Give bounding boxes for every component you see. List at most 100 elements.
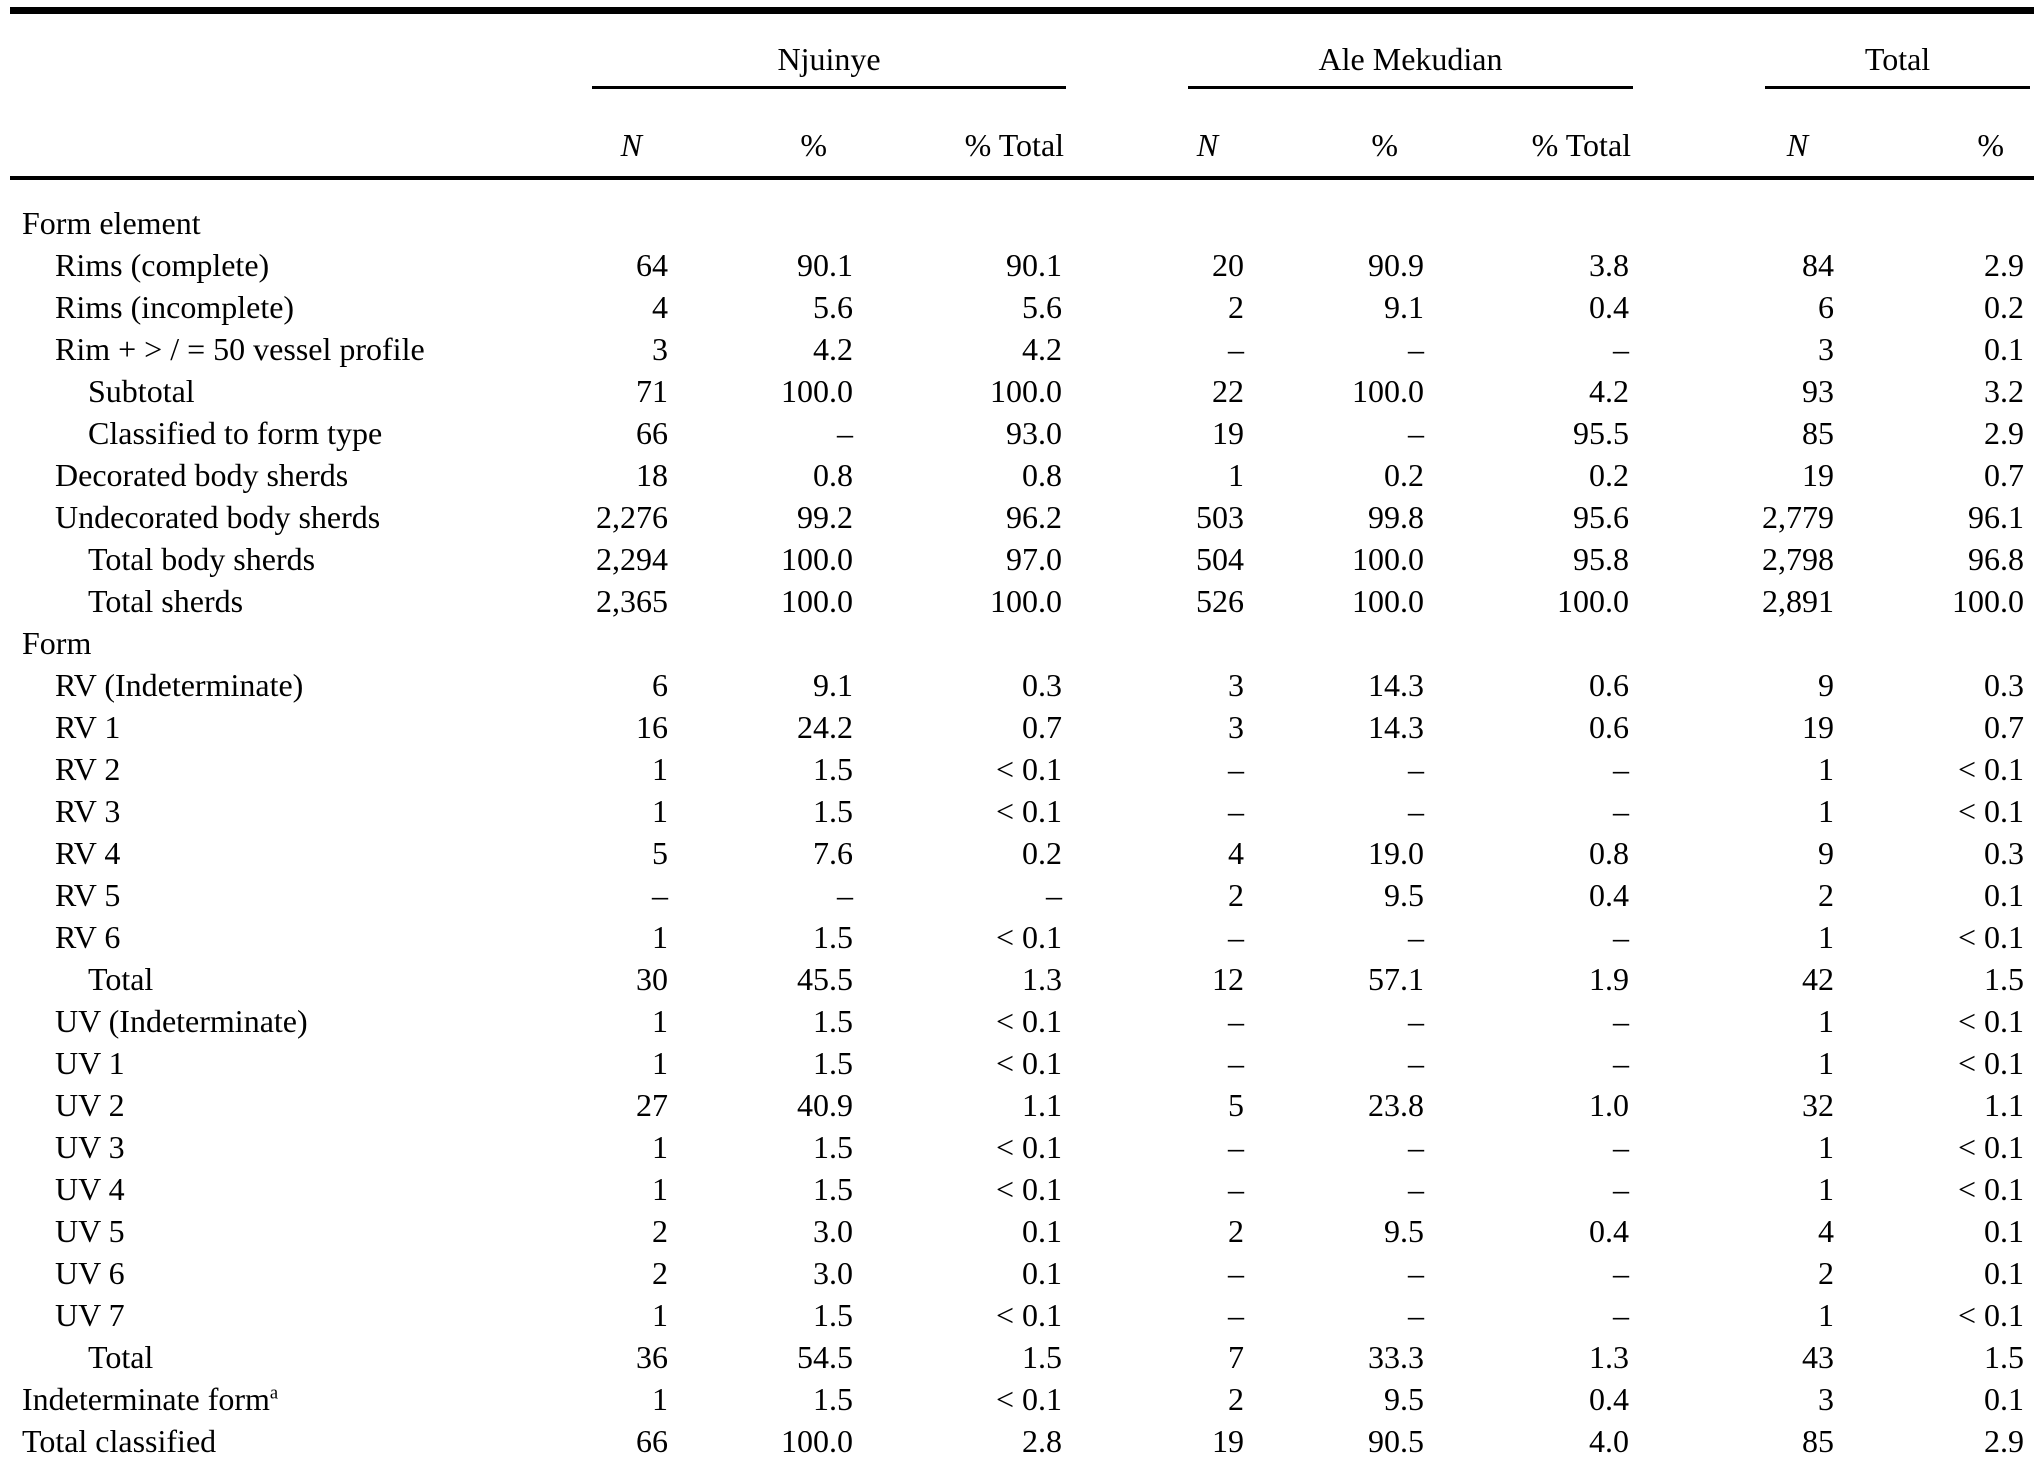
cell-njuinye-n: 1	[652, 1044, 668, 1081]
cell-njuinye-pct: 54.5	[797, 1338, 853, 1375]
cell-ale-n: 1	[1228, 456, 1245, 493]
row-label: Total body sherds	[10, 538, 444, 580]
cell-ale-pct-total: 0.4	[1589, 1212, 1630, 1249]
cell-njuinye-n: 64	[636, 246, 668, 283]
cell-njuinye-pct: 90.1	[797, 246, 853, 283]
cell-njuinye-pct-total: 0.1	[1022, 1254, 1063, 1291]
cell-total-n: 85	[1802, 1422, 1835, 1459]
cell-total-n: 2	[1818, 876, 1835, 913]
cell-ale-n: 503	[1196, 498, 1245, 535]
sherd-frequency-table: Njuinye Ale Mekudian Total N % % Total N…	[10, 7, 2034, 1471]
cell-njuinye-pct-total: < 0.1	[995, 1296, 1063, 1333]
cell-njuinye-n: 5	[652, 834, 668, 871]
table-row: UV 4 1 1.5 < 0.1 – – – 1 < 0.1	[10, 1168, 2034, 1210]
cell-njuinye-n: 4	[652, 288, 668, 325]
cell-njuinye-pct: 1.5	[813, 1044, 853, 1081]
cell-njuinye-pct-total: 0.2	[1022, 834, 1063, 871]
cell-njuinye-pct: 9.1	[813, 666, 853, 703]
cell-ale-pct-total: 4.2	[1589, 372, 1630, 409]
cell-njuinye-n: 36	[636, 1338, 668, 1375]
row-label-text: RV 1	[55, 708, 121, 745]
cell-njuinye-pct-total: < 0.1	[995, 918, 1063, 955]
cell-ale-pct: –	[1248, 1462, 1428, 1471]
cell-njuinye-pct-total: 0.8	[1022, 456, 1063, 493]
cell-ale-pct: 100.0	[1352, 582, 1425, 619]
cell-njuinye-n: 18	[636, 456, 668, 493]
row-label: UV 7	[10, 1294, 444, 1336]
row-label: UV 3	[10, 1126, 444, 1168]
cell-ale-pct-total: 0.6	[1589, 708, 1630, 745]
row-label: UV 2	[10, 1084, 444, 1126]
row-label-text: Subtotal	[88, 372, 195, 409]
row-label-text: Total sherds	[88, 582, 244, 619]
cell-ale-pct: 14.3	[1368, 708, 1425, 745]
cell-total-n: 84	[1802, 246, 1835, 283]
row-label-text: Form	[22, 624, 92, 661]
table-row: UV (Indeterminate) 1 1.5 < 0.1 – – – 1 <…	[10, 1000, 2034, 1042]
cell-total-n: 3	[1818, 1380, 1835, 1417]
cell-njuinye-n: 1	[652, 750, 668, 787]
group-cell-total: Total	[1633, 11, 2034, 89]
cell-njuinye-pct-total: 5.6	[1022, 288, 1063, 325]
cell-total-n: 9	[1818, 666, 1835, 703]
cell-total-n: 1	[1818, 1296, 1835, 1333]
table-row: RV 5 – – – 2 9.5 0.4 2 0.1	[10, 874, 2034, 916]
row-label: UV (Indeterminate)	[10, 1000, 444, 1042]
row-label: Rims (incomplete)	[10, 286, 444, 328]
cell-total-n: 2,779	[1762, 498, 1835, 535]
row-label-text: UV 4	[55, 1170, 125, 1207]
cell-njuinye-pct-total	[857, 178, 1066, 244]
cell-ale-pct-total: 100.0	[1428, 1462, 1633, 1471]
cell-ale-pct: 90.9	[1368, 246, 1425, 283]
cell-njuinye-pct-total: 96.2	[1006, 498, 1063, 535]
cell-njuinye-n: 6	[652, 666, 668, 703]
row-label-text: Form element	[22, 204, 201, 241]
group-header-total: Total	[1765, 41, 2031, 89]
cell-ale-n: 2	[1228, 288, 1245, 325]
cell-ale-n: 4	[1228, 834, 1245, 871]
cell-ale-pct-total: 4.0	[1589, 1422, 1630, 1459]
cell-ale-n	[1066, 178, 1248, 244]
cell-njuinye-pct: –	[837, 414, 853, 451]
cell-njuinye-n	[444, 178, 672, 244]
table-row: Undecorated body sherds 2,276 99.2 96.2 …	[10, 496, 2034, 538]
cell-ale-n: 2	[1228, 1380, 1245, 1417]
cell-total-pct: < 0.1	[1958, 1044, 2025, 1081]
row-label-text: RV (Indeterminate)	[55, 666, 304, 703]
cell-ale-n: 2	[1228, 876, 1245, 913]
cell-ale-pct: –	[1408, 1044, 1425, 1081]
row-label-text: Total	[88, 1338, 154, 1375]
cell-total-pct: < 0.1	[1958, 1296, 2025, 1333]
cell-total-pct: 2.9	[1984, 414, 2025, 451]
cell-ale-pct-total: –	[1613, 1002, 1630, 1039]
table-row: Decorated body sherds 18 0.8 0.8 1 0.2 0…	[10, 454, 2034, 496]
cell-ale-pct-total	[1428, 178, 1633, 244]
cell-ale-pct-total: 0.6	[1589, 666, 1630, 703]
group-cell-njuinye: Njuinye	[444, 11, 1067, 89]
cell-ale-pct-total: 1.3	[1589, 1338, 1630, 1375]
cell-total-pct: 100.0	[1952, 582, 2025, 619]
row-label-text: Undecorated body sherds	[55, 498, 381, 535]
cell-njuinye-pct: 100.0	[781, 372, 853, 409]
table-row: UV 7 1 1.5 < 0.1 – – – 1 < 0.1	[10, 1294, 2034, 1336]
cell-njuinye-n	[444, 622, 672, 664]
cell-total-n: 2,798	[1762, 540, 1835, 577]
cell-njuinye-pct-total: 0.1	[1022, 1212, 1063, 1249]
row-label-text: Total sherds	[22, 1465, 177, 1471]
stub-cell	[10, 89, 444, 180]
cell-ale-n: 19	[1212, 414, 1245, 451]
cell-ale-n: 12	[1212, 960, 1245, 997]
cell-ale-pct: –	[1408, 414, 1425, 451]
cell-ale-n: –	[1228, 1296, 1245, 1333]
group-cell-ale-mekudian: Ale Mekudian	[1066, 11, 1634, 89]
cell-njuinye-pct-total: 97.0	[1006, 540, 1063, 577]
row-label-text: UV 1	[55, 1044, 125, 1081]
row-label: RV 4	[10, 832, 444, 874]
cell-total-n: 1	[1818, 1044, 1835, 1081]
cell-njuinye-pct: 7.6	[813, 834, 853, 871]
cell-ale-n: –	[1228, 1254, 1245, 1291]
cell-ale-pct-total: 3.8	[1589, 246, 1630, 283]
cell-total-pct	[1838, 622, 2034, 664]
cell-njuinye-n: 66	[636, 1422, 668, 1459]
cell-ale-n: –	[1228, 330, 1245, 367]
